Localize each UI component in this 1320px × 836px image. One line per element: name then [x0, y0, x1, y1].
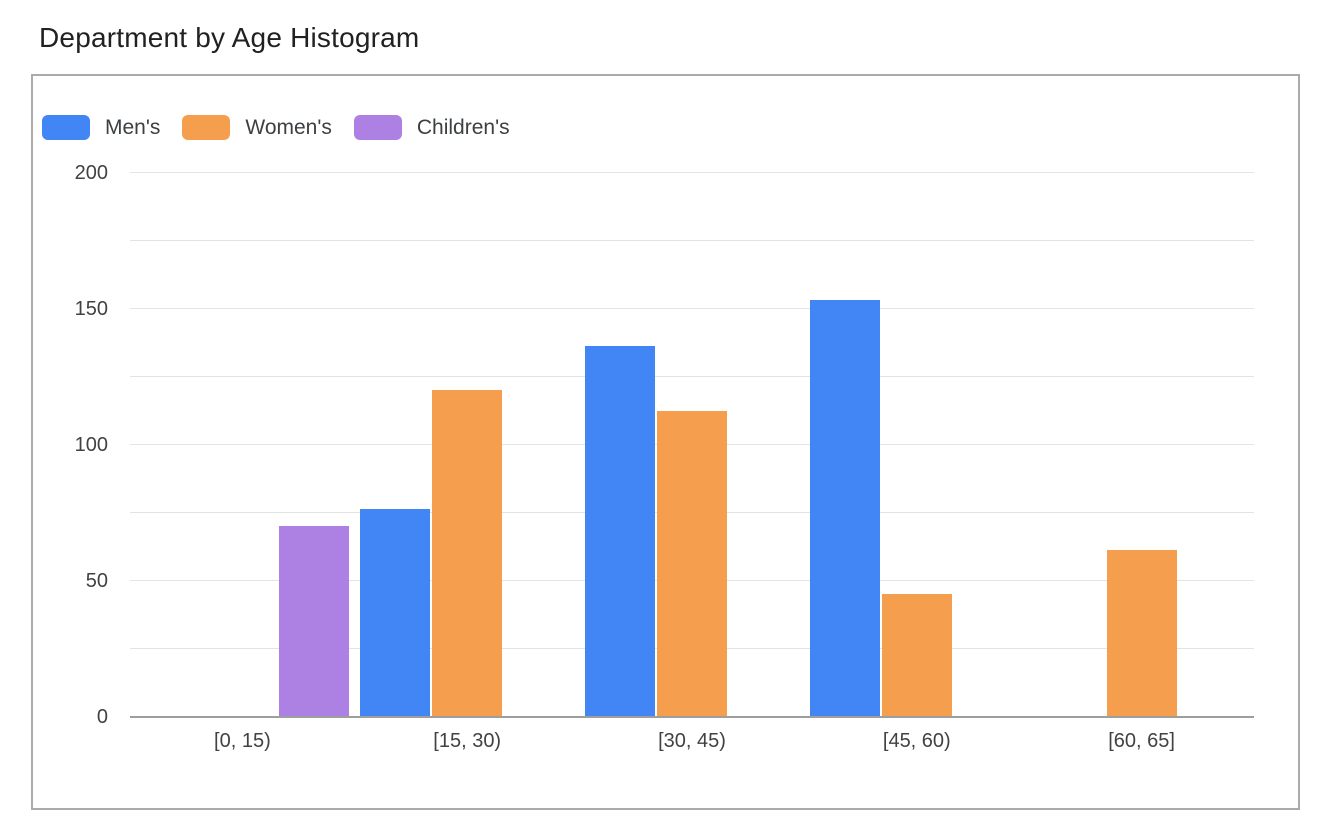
- plot-area: 0 50 100 150 200 [0, 15) [15, 30) [30, 45) [45, …: [75, 162, 1254, 752]
- bar-mens-group2: [585, 346, 655, 716]
- legend-label: Men's: [105, 115, 161, 139]
- gridline-150: [130, 308, 1254, 309]
- y-axis-label: 0: [96, 706, 108, 728]
- bar-childrens-group0: [279, 525, 350, 716]
- bar-mens-group3: [809, 299, 880, 716]
- bar-mens-group1: [360, 509, 431, 716]
- legend-swatch-womens: [182, 115, 231, 140]
- chart-card: Men's Women's Children's 0 50 100 150 200 [0, 1…: [31, 74, 1300, 810]
- bar-womens-group4: [1106, 550, 1177, 716]
- legend-item-mens: Men's: [42, 115, 160, 140]
- gridline-200: [130, 172, 1254, 173]
- legend-swatch-mens: [42, 115, 90, 140]
- legend-label: Children's: [416, 115, 510, 139]
- x-axis-label: [30, 45): [658, 730, 726, 752]
- chart-legend: Men's Women's Children's: [42, 115, 510, 140]
- x-axis-label: [15, 30): [433, 730, 502, 752]
- bar-womens-group1: [432, 389, 503, 716]
- x-axis-line: [130, 716, 1254, 718]
- legend-item-womens: Women's: [182, 115, 332, 140]
- x-axis-label: [45, 60): [882, 730, 951, 752]
- gridline-175: [130, 240, 1254, 241]
- y-axis-label: 50: [85, 570, 108, 592]
- y-axis-label: 150: [74, 298, 108, 320]
- legend-swatch-childrens: [353, 115, 402, 140]
- bar-womens-group3: [881, 593, 952, 716]
- y-axis-label: 200: [74, 162, 108, 184]
- x-axis-label: [0, 15): [214, 730, 271, 752]
- legend-item-childrens: Children's: [353, 115, 510, 140]
- gridline-125: [130, 376, 1254, 377]
- x-axis-label: [60, 65]: [1108, 730, 1175, 752]
- legend-label: Women's: [245, 115, 332, 139]
- y-axis-label: 100: [74, 434, 108, 456]
- chart-title: Department by Age Histogram: [39, 22, 420, 53]
- bar-womens-group2: [657, 411, 727, 716]
